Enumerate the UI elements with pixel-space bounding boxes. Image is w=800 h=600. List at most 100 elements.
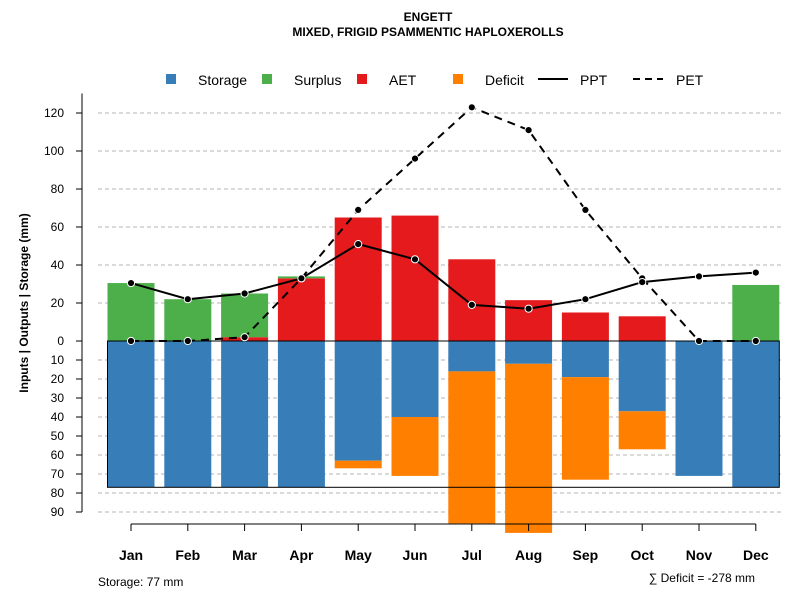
y-tick-label: 90 bbox=[51, 505, 65, 519]
bar-storage-sep bbox=[561, 341, 609, 378]
point-pet-mar bbox=[240, 333, 249, 342]
y-tick-label: 60 bbox=[51, 220, 65, 234]
line-ppt bbox=[130, 243, 756, 310]
y-tick-label: 0 bbox=[57, 334, 64, 348]
point-pet-jul bbox=[467, 103, 476, 112]
chart-subtitle: MIXED, FRIGID PSAMMENTIC HAPLOXEROLLS bbox=[292, 25, 563, 39]
point-pet-jun bbox=[410, 154, 420, 163]
point-ppt-dec bbox=[751, 268, 760, 277]
legend-label-pet: PET bbox=[676, 72, 704, 88]
legend-label-surplus: Surplus bbox=[294, 72, 341, 88]
legend: Storage Surplus AET Deficit PPT PET bbox=[166, 72, 704, 88]
bar-aet-jun bbox=[391, 215, 439, 341]
point-ppt-aug bbox=[524, 304, 533, 313]
bar-storage-oct bbox=[618, 341, 666, 412]
legend-swatch-deficit bbox=[453, 74, 463, 84]
point-ppt-mar bbox=[240, 289, 249, 298]
point-ppt-sep bbox=[581, 295, 590, 304]
point-ppt-nov bbox=[694, 272, 704, 281]
bar-storage-aug bbox=[505, 341, 553, 364]
y-axis-label: Inputs | Outputs | Storage (mm) bbox=[17, 213, 31, 392]
point-pet-aug bbox=[524, 126, 533, 135]
bar-aet-may bbox=[334, 217, 382, 341]
x-tick-label-feb: Feb bbox=[175, 547, 200, 563]
axes: 0 20 40 60 80 100 120 10 20 30 40 50 60 70 80 90 Jan Feb M… bbox=[44, 93, 769, 563]
x-tick-label-nov: Nov bbox=[686, 547, 713, 563]
y-tick-label: 80 bbox=[51, 486, 65, 500]
x-tick-label-jul: Jul bbox=[462, 547, 482, 563]
x-tick-label-dec: Dec bbox=[743, 547, 769, 563]
x-tick-label-sep: Sep bbox=[573, 547, 599, 563]
bar-aet-apr bbox=[277, 278, 325, 341]
point-pet-may bbox=[354, 205, 363, 214]
point-ppt-apr bbox=[297, 274, 306, 283]
y-tick-label: 30 bbox=[51, 391, 65, 405]
line-pet bbox=[131, 106, 756, 342]
bar-deficit-oct bbox=[618, 411, 666, 450]
bar-deficit-jul bbox=[448, 371, 496, 524]
y-tick-label: 70 bbox=[51, 467, 65, 481]
y-tick-label: 40 bbox=[51, 410, 65, 424]
gridlines bbox=[98, 112, 784, 513]
bar-storage-jan bbox=[107, 341, 155, 488]
x-tick-label-may: May bbox=[345, 547, 372, 563]
bar-storage-feb bbox=[164, 341, 212, 488]
y-tick-label: 10 bbox=[51, 353, 65, 367]
storage-capacity-box bbox=[107, 340, 780, 488]
y-tick-label: 20 bbox=[51, 372, 65, 386]
y-tick-label: 40 bbox=[51, 258, 65, 272]
point-ppt-jun bbox=[410, 255, 420, 264]
point-pet-nov bbox=[694, 336, 704, 346]
storage-annotation: Storage: 77 mm bbox=[98, 575, 183, 589]
bar-storage-may bbox=[334, 341, 382, 461]
point-pet-feb bbox=[183, 336, 192, 346]
bar-surplus-mar bbox=[221, 293, 269, 338]
bar-aet-jul bbox=[448, 259, 496, 341]
bar-aet-oct bbox=[618, 316, 666, 341]
bars bbox=[107, 215, 780, 533]
legend-swatch-surplus bbox=[262, 74, 272, 84]
point-ppt-may bbox=[354, 240, 363, 249]
legend-swatch-aet bbox=[357, 74, 367, 84]
y-tick-label: 50 bbox=[51, 429, 65, 443]
legend-label-ppt: PPT bbox=[580, 72, 608, 88]
bar-surplus-feb bbox=[164, 299, 212, 341]
x-tick-label-jan: Jan bbox=[119, 547, 143, 563]
y-tick-label: 20 bbox=[51, 296, 65, 310]
x-tick-label-jun: Jun bbox=[403, 547, 428, 563]
bar-storage-mar bbox=[221, 341, 269, 488]
y-tick-label: 120 bbox=[44, 106, 64, 120]
y-tick-label: 80 bbox=[51, 182, 65, 196]
x-tick-label-apr: Apr bbox=[289, 547, 314, 563]
bar-surplus-jan bbox=[107, 283, 155, 341]
point-pet-sep bbox=[581, 205, 590, 214]
bar-deficit-sep bbox=[561, 377, 609, 480]
series-lines bbox=[107, 103, 780, 488]
point-ppt-jan bbox=[126, 278, 136, 288]
bar-storage-nov bbox=[675, 341, 723, 476]
chart-title: ENGETT bbox=[404, 10, 453, 24]
point-ppt-feb bbox=[183, 295, 192, 304]
bar-storage-jun bbox=[391, 341, 439, 417]
bar-storage-jul bbox=[448, 341, 496, 372]
bar-surplus-dec bbox=[732, 284, 780, 341]
bar-deficit-jun bbox=[391, 417, 439, 476]
point-ppt-jul bbox=[467, 300, 476, 309]
x-tick-label-oct: Oct bbox=[631, 547, 655, 563]
y-tick-label: 100 bbox=[44, 144, 64, 158]
x-tick-label-mar: Mar bbox=[232, 547, 257, 563]
legend-label-aet: AET bbox=[389, 72, 417, 88]
bar-storage-dec bbox=[732, 341, 780, 488]
x-tick-label-aug: Aug bbox=[515, 547, 542, 563]
point-pet-jan bbox=[126, 336, 136, 346]
bar-storage-apr bbox=[277, 341, 325, 488]
bar-deficit-aug bbox=[505, 363, 553, 533]
legend-label-storage: Storage bbox=[198, 72, 247, 88]
bar-deficit-may bbox=[334, 460, 382, 469]
legend-label-deficit: Deficit bbox=[485, 72, 524, 88]
y-tick-label: 60 bbox=[51, 448, 65, 462]
point-ppt-oct bbox=[638, 278, 647, 287]
bar-aet-sep bbox=[561, 312, 609, 341]
legend-swatch-storage bbox=[166, 74, 176, 84]
